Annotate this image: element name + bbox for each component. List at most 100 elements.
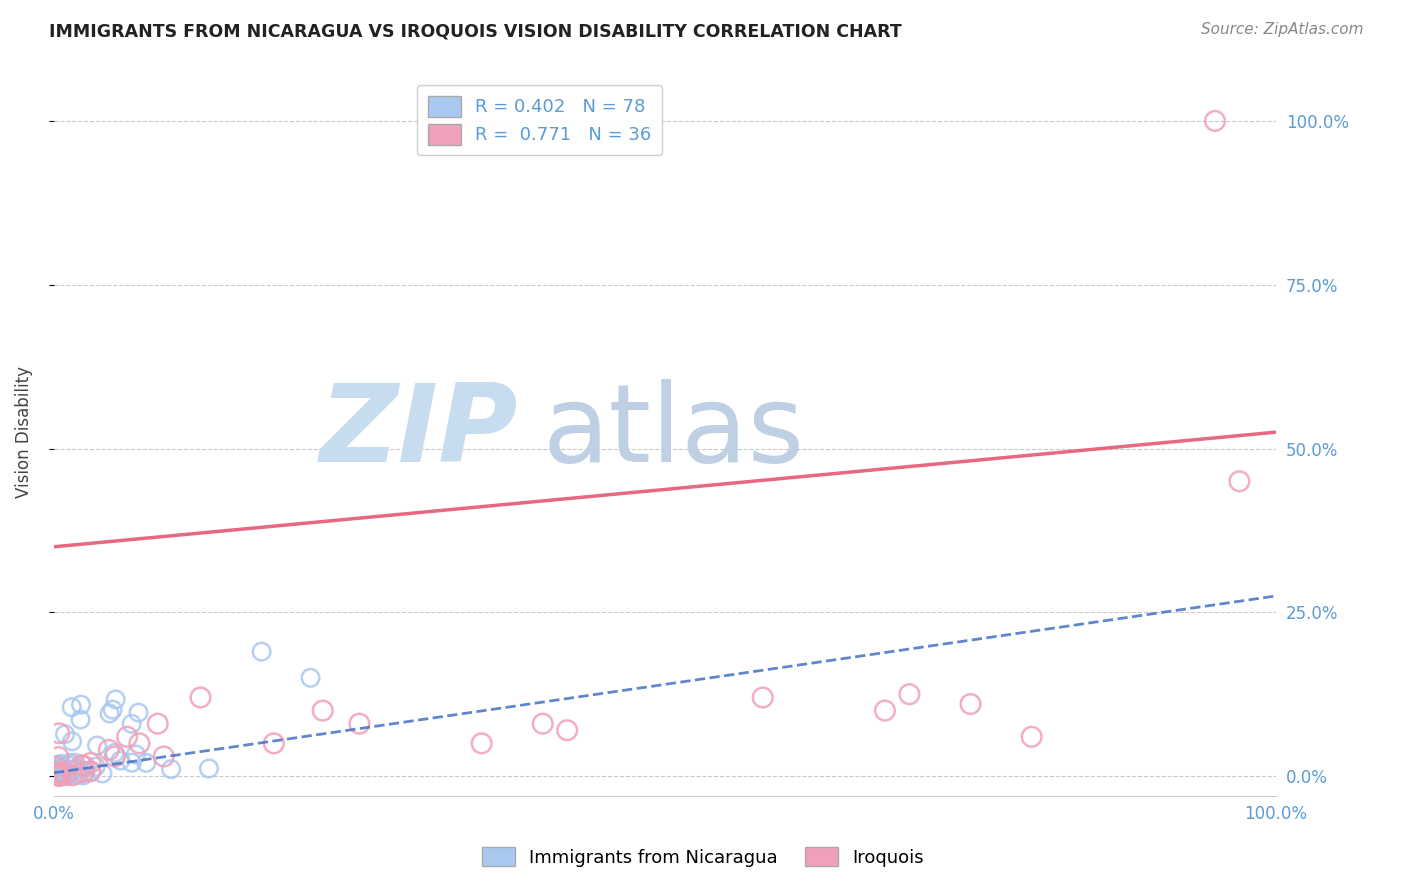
Point	[46, 764, 69, 779]
Point	[59, 756, 82, 770]
Point	[49, 769, 72, 783]
Point	[73, 759, 96, 773]
Point	[69, 766, 91, 780]
Point	[58, 769, 80, 783]
Point	[55, 769, 77, 783]
Point	[70, 758, 93, 772]
Point	[263, 736, 285, 750]
Point	[97, 743, 120, 757]
Point	[125, 747, 148, 762]
Point	[48, 767, 70, 781]
Point	[101, 703, 124, 717]
Point	[128, 706, 150, 720]
Point	[51, 761, 73, 775]
Point	[51, 767, 73, 781]
Point	[48, 766, 70, 780]
Point	[48, 764, 70, 778]
Point	[110, 754, 132, 768]
Point	[49, 760, 72, 774]
Point	[44, 768, 66, 782]
Point	[48, 763, 70, 777]
Legend: R = 0.402   N = 78, R =  0.771   N = 36: R = 0.402 N = 78, R = 0.771 N = 36	[418, 85, 662, 155]
Point	[42, 764, 65, 778]
Point	[531, 716, 554, 731]
Point	[1204, 114, 1226, 128]
Point	[49, 766, 72, 780]
Point	[153, 749, 176, 764]
Point	[44, 762, 66, 776]
Point	[44, 769, 66, 783]
Text: Source: ZipAtlas.com: Source: ZipAtlas.com	[1201, 22, 1364, 37]
Point	[46, 768, 69, 782]
Point	[959, 697, 981, 711]
Point	[66, 767, 89, 781]
Point	[128, 736, 150, 750]
Point	[44, 768, 66, 782]
Point	[751, 690, 773, 705]
Point	[56, 766, 79, 780]
Point	[46, 764, 69, 779]
Point	[60, 700, 83, 714]
Point	[98, 706, 121, 721]
Point	[79, 764, 101, 779]
Point	[51, 756, 73, 771]
Text: atlas: atlas	[543, 379, 804, 485]
Point	[898, 687, 921, 701]
Point	[70, 698, 93, 712]
Text: IMMIGRANTS FROM NICARAGUA VS IROQUOIS VISION DISABILITY CORRELATION CHART: IMMIGRANTS FROM NICARAGUA VS IROQUOIS VI…	[49, 22, 903, 40]
Point	[48, 767, 70, 781]
Point	[45, 767, 67, 781]
Point	[48, 762, 70, 776]
Point	[53, 767, 76, 781]
Point	[45, 767, 67, 781]
Point	[135, 756, 157, 770]
Point	[45, 768, 67, 782]
Point	[115, 730, 138, 744]
Point	[86, 739, 108, 753]
Point	[1229, 475, 1251, 489]
Point	[48, 757, 70, 772]
Point	[56, 765, 79, 780]
Point	[873, 704, 896, 718]
Legend: Immigrants from Nicaragua, Iroquois: Immigrants from Nicaragua, Iroquois	[475, 840, 931, 874]
Point	[66, 762, 89, 776]
Point	[48, 764, 70, 779]
Point	[53, 768, 76, 782]
Point	[104, 692, 127, 706]
Point	[48, 766, 70, 780]
Point	[49, 764, 72, 779]
Point	[45, 766, 67, 780]
Point	[250, 645, 273, 659]
Point	[121, 716, 143, 731]
Point	[52, 764, 75, 778]
Point	[555, 723, 578, 738]
Point	[60, 763, 83, 777]
Point	[91, 766, 114, 780]
Point	[198, 762, 221, 776]
Point	[72, 768, 94, 782]
Y-axis label: Vision Disability: Vision Disability	[15, 366, 32, 498]
Point	[45, 767, 67, 781]
Point	[45, 767, 67, 781]
Point	[44, 769, 66, 783]
Point	[49, 767, 72, 781]
Point	[121, 756, 143, 770]
Point	[60, 768, 83, 782]
Point	[46, 766, 69, 780]
Point	[160, 762, 183, 776]
Point	[104, 746, 127, 760]
Point	[84, 759, 107, 773]
Point	[53, 727, 76, 741]
Point	[65, 756, 87, 770]
Point	[80, 764, 103, 779]
Point	[471, 736, 494, 750]
Point	[66, 763, 89, 777]
Point	[49, 769, 72, 783]
Point	[49, 764, 72, 779]
Text: ZIP: ZIP	[321, 379, 519, 485]
Point	[46, 750, 69, 764]
Point	[190, 690, 212, 705]
Point	[72, 764, 94, 779]
Point	[349, 716, 371, 731]
Point	[53, 763, 76, 777]
